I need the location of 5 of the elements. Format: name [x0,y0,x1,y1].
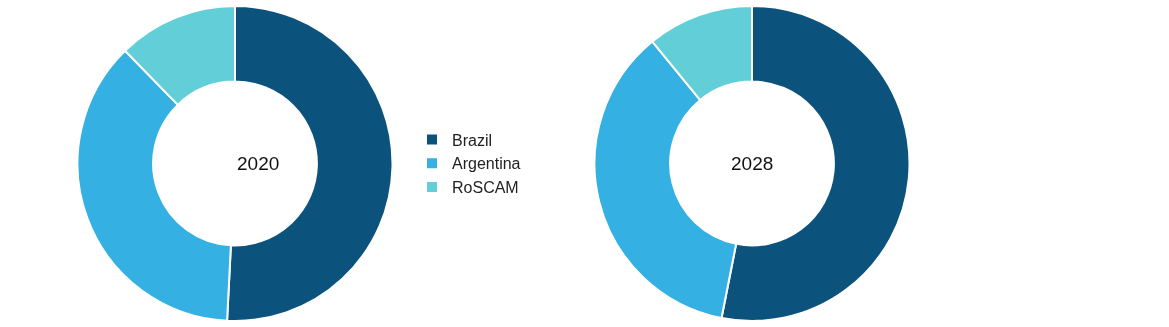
slice-label: 2028 [731,153,774,174]
legend-label: RoSCAM [452,179,519,197]
slice-label: 2020 [237,153,280,174]
legend-label: Argentina [452,155,521,173]
legend-label: Brazil [452,131,493,149]
